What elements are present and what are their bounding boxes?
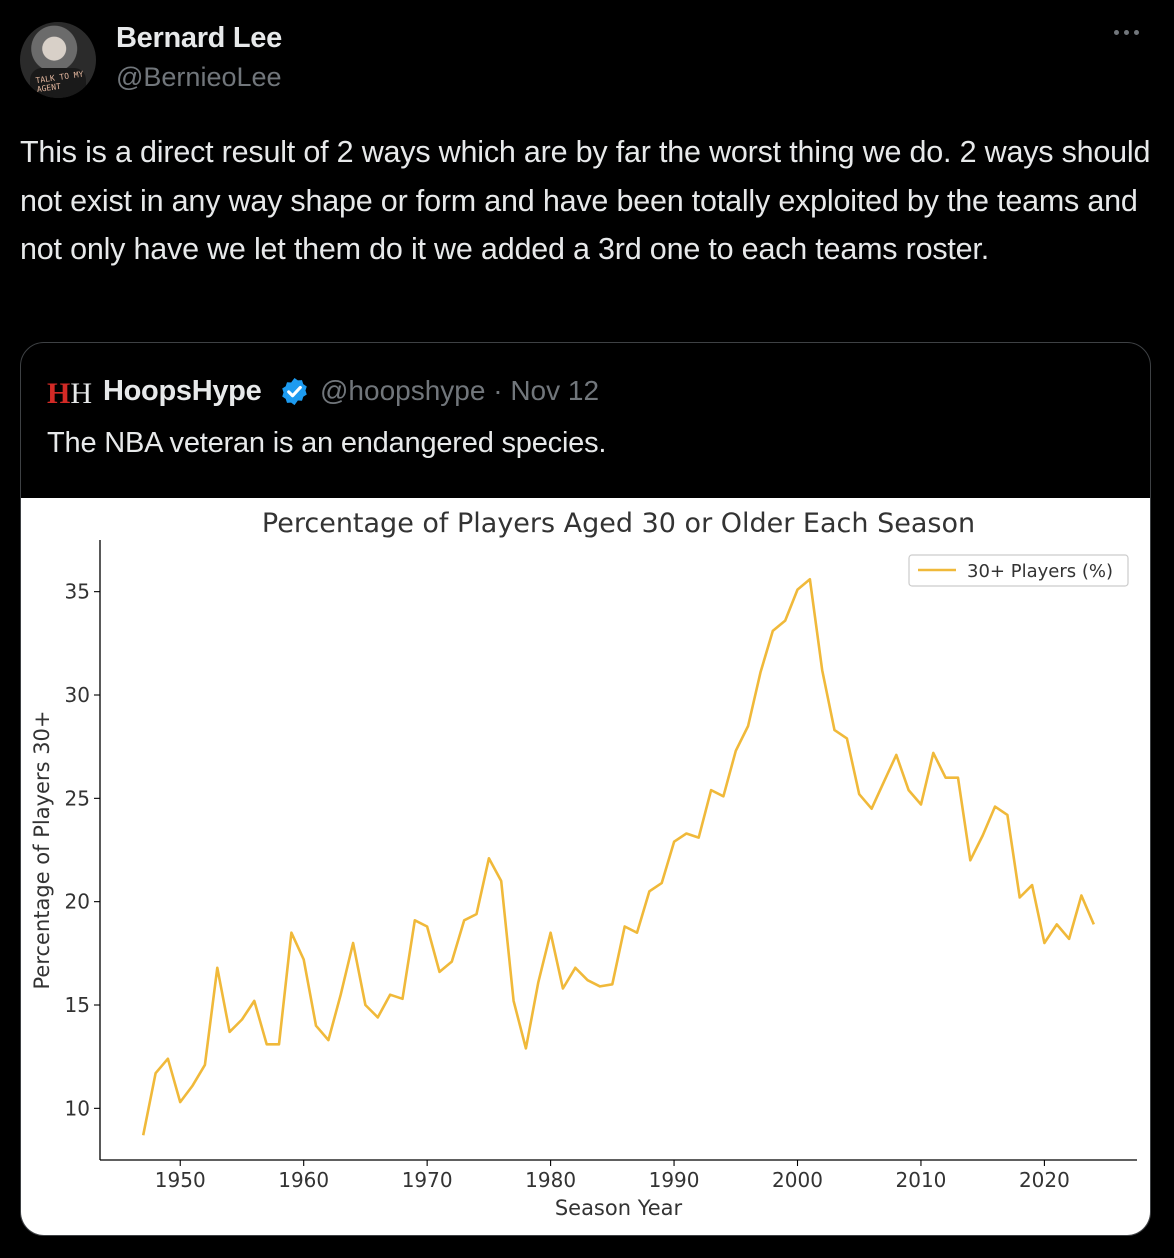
author-name[interactable]: Bernard Lee [116,22,282,54]
quoted-author-name[interactable]: HoopsHype [103,375,262,407]
logo-letter-white: H [70,377,93,410]
y-tick-label: 20 [65,890,90,914]
quoted-tweet[interactable]: HH HoopsHype @hoopshype · Nov 12 The NBA… [20,342,1151,1236]
y-tick-label: 30 [65,683,90,707]
x-tick-label: 2020 [1019,1168,1070,1192]
tweet-text: This is a direct result of 2 ways which … [20,135,1151,266]
chart-image[interactable]: Percentage of Players Aged 30 or Older E… [21,498,1150,1235]
y-tick-label: 10 [65,1096,90,1120]
line-chart: Percentage of Players Aged 30 or Older E… [30,508,1137,1220]
y-tick-label: 35 [65,580,90,604]
legend-label: 30+ Players (%) [967,561,1113,582]
more-horizontal-icon[interactable] [1114,30,1150,42]
chart-title: Percentage of Players Aged 30 or Older E… [262,508,975,539]
avatar-shirt [30,68,86,98]
x-tick-label: 1960 [278,1168,329,1192]
verified-badge-icon [282,377,307,406]
y-axis-label: Percentage of Players 30+ [30,710,54,989]
quoted-handle-date[interactable]: @hoopshype · Nov 12 [320,375,600,406]
x-tick-label: 1950 [155,1168,206,1192]
x-tick-label: 2010 [896,1168,947,1192]
x-axis-label: Season Year [555,1196,683,1220]
x-tick-label: 1990 [649,1168,700,1192]
x-tick-label: 1980 [525,1168,576,1192]
avatar[interactable]: TALK TO MY AGENT [20,22,96,98]
x-tick-label: 2000 [772,1168,823,1192]
logo-letter-red: H [47,377,71,410]
series-line [141,578,1095,1136]
hoopshype-logo[interactable]: HH [47,377,92,411]
y-tick-label: 25 [65,786,90,810]
x-tick-label: 1970 [402,1168,453,1192]
author-handle[interactable]: @BernieoLee [116,62,282,92]
y-tick-label: 15 [65,993,90,1017]
quoted-tweet-text: The NBA veteran is an endangered species… [47,427,607,459]
legend-box [908,554,1129,587]
